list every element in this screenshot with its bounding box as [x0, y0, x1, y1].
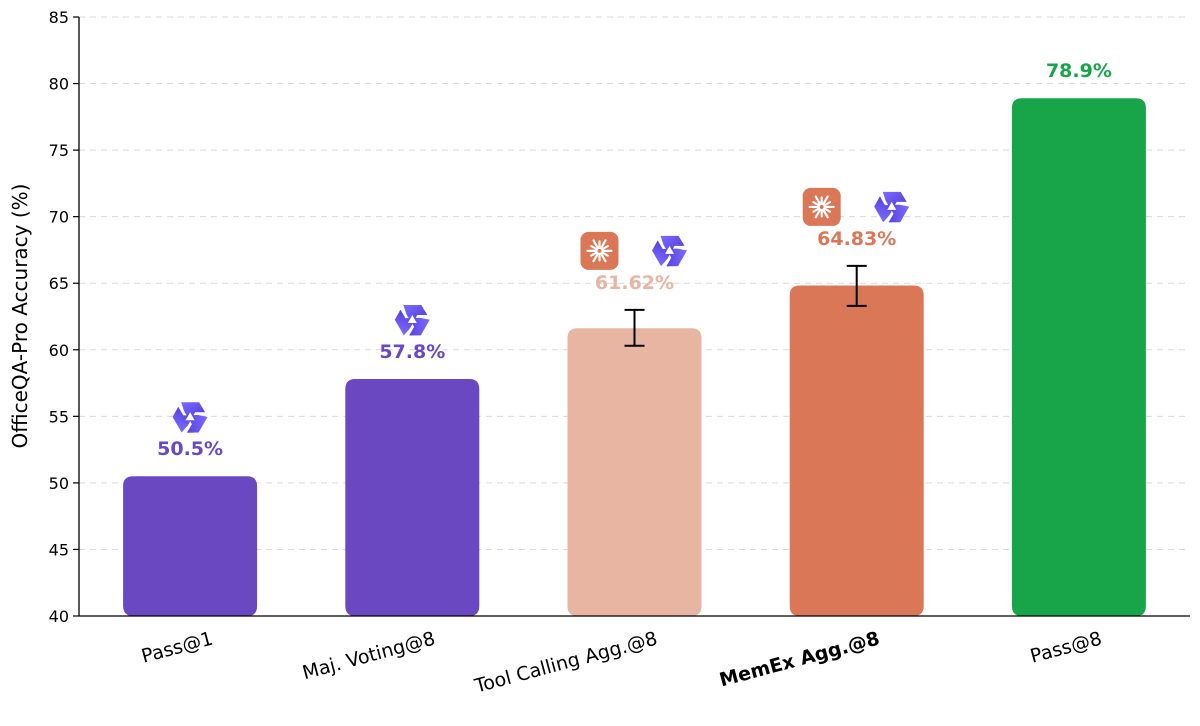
- x-category-label: Pass@8: [1028, 628, 1104, 668]
- claude-logo-icon: [802, 187, 841, 226]
- x-category-label: Pass@1: [139, 628, 215, 668]
- qwen-logo-icon: [874, 191, 910, 223]
- y-tick-label: 70: [49, 208, 69, 227]
- y-tick-label: 80: [49, 75, 69, 94]
- y-tick-label: 50: [49, 474, 69, 493]
- value-label: 61.62%: [595, 272, 674, 294]
- bar-3: [567, 328, 702, 616]
- bar-2: [345, 379, 480, 616]
- y-tick-label: 60: [49, 341, 69, 360]
- bar-5: [1011, 98, 1146, 617]
- error-bar: [846, 264, 867, 307]
- y-axis-label: OfficeQA-Pro Accuracy (%): [8, 184, 32, 449]
- qwen-logo-icon: [652, 235, 687, 267]
- error-bar: [624, 308, 645, 347]
- y-tick-label: 45: [49, 540, 69, 559]
- x-category-label: Maj. Voting@8: [300, 628, 438, 685]
- qwen-logo-icon: [394, 305, 430, 336]
- x-category-label: Tool Calling Agg.@8: [471, 628, 659, 698]
- bar-4: [789, 285, 924, 616]
- bars: [123, 98, 1146, 617]
- y-tick-label: 85: [49, 8, 69, 27]
- y-tick-label: 40: [49, 607, 69, 626]
- y-tick-label: 75: [49, 141, 69, 160]
- value-label: 64.83%: [817, 228, 896, 250]
- value-label: 57.8%: [379, 341, 445, 363]
- y-tick-label: 65: [49, 274, 69, 293]
- value-label: 78.9%: [1046, 60, 1112, 82]
- y-tick-label: 55: [49, 407, 69, 426]
- qwen-logo-icon: [172, 402, 208, 433]
- value-label: 50.5%: [157, 438, 223, 460]
- x-category-label: MemEx Agg.@8: [717, 628, 882, 692]
- claude-logo-icon: [580, 231, 619, 270]
- bar-1: [123, 476, 258, 616]
- axes: [73, 16, 1190, 617]
